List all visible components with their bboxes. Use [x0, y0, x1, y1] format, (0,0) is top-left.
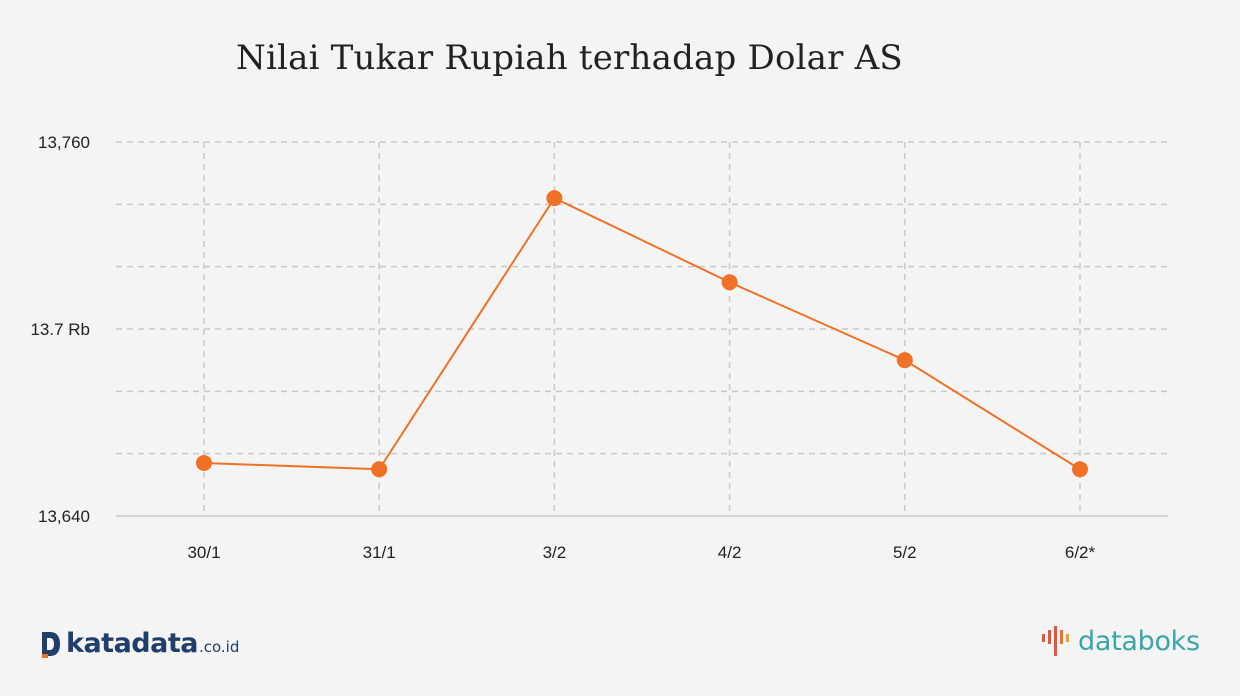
x-tick-label: 30/1 — [187, 543, 220, 562]
databoks-logo[interactable]: databoks — [1040, 624, 1200, 658]
y-axis-tick-labels: 13,760 13.7 Rb 13,640 — [30, 133, 90, 526]
data-point — [1072, 461, 1088, 478]
chart-title: Nilai Tukar Rupiah terhadap Dolar AS — [236, 38, 903, 78]
x-tick-label: 31/1 — [363, 543, 396, 562]
data-point — [721, 274, 738, 291]
x-tick-label: 6/2* — [1065, 543, 1096, 562]
databoks-logo-name: databoks — [1078, 625, 1200, 657]
y-tick-label: 13,760 — [38, 133, 90, 152]
katadata-logo-icon — [42, 632, 60, 658]
katadata-logo[interactable]: katadata .co.id — [40, 624, 239, 659]
data-point — [896, 352, 913, 369]
y-tick-label: 13.7 Rb — [30, 320, 90, 339]
series-line — [203, 196, 1081, 471]
x-tick-label: 4/2 — [718, 543, 742, 562]
x-tick-label: 3/2 — [543, 543, 567, 562]
x-axis-tick-labels: 30/1 31/1 3/2 4/2 5/2 6/2* — [187, 543, 1095, 562]
series-layer — [196, 190, 1088, 478]
data-point — [371, 461, 388, 478]
data-point — [546, 190, 563, 207]
data-point — [196, 455, 212, 472]
katadata-logo-domain: .co.id — [198, 638, 240, 656]
grid-lines — [116, 141, 1168, 517]
databoks-logo-icon — [1042, 626, 1069, 656]
y-tick-label: 13,640 — [38, 507, 90, 526]
x-tick-label: 5/2 — [893, 543, 917, 562]
katadata-logo-name: katadata — [66, 628, 198, 659]
